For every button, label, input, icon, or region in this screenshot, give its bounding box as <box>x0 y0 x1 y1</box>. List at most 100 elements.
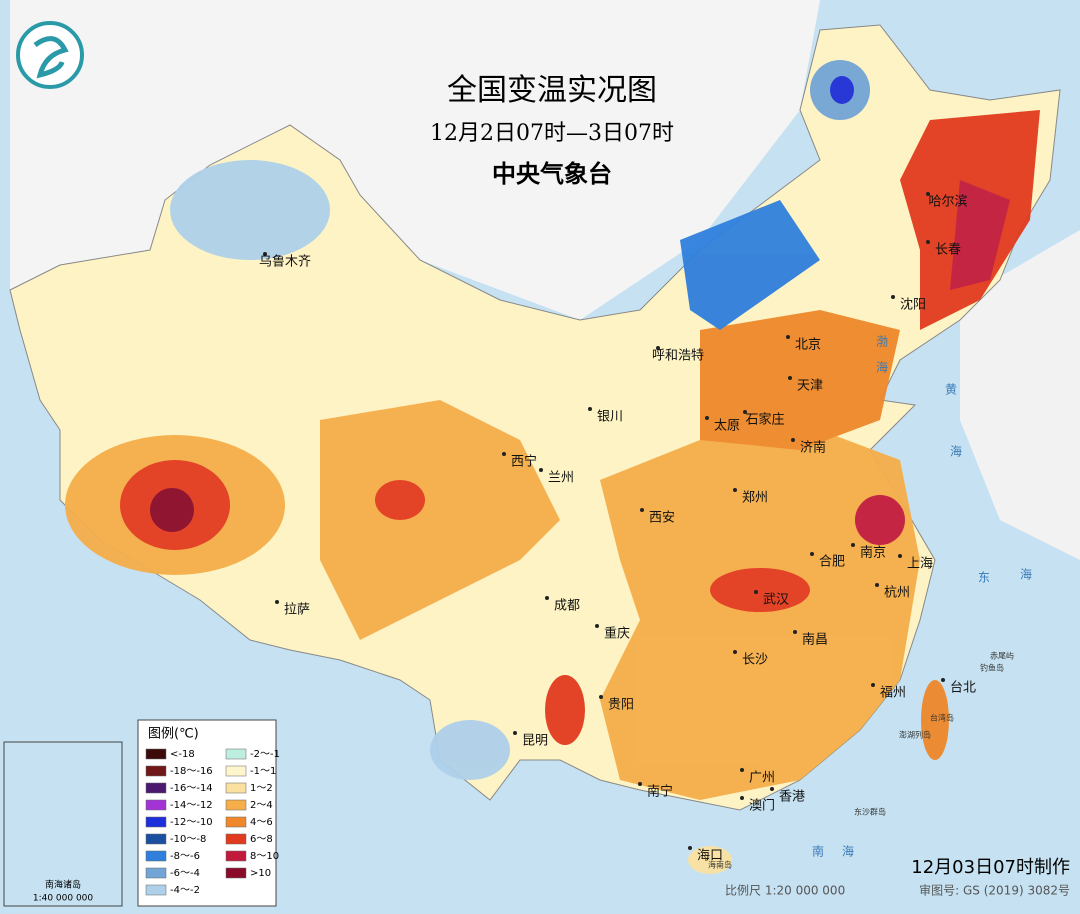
city-dot <box>263 252 267 256</box>
city-dot <box>898 554 902 558</box>
city-dot <box>513 731 517 735</box>
inset-frame <box>3 741 123 907</box>
city-label: 昆明 <box>522 734 548 749</box>
city-dot <box>926 240 930 244</box>
city-label: 台北 <box>950 681 976 696</box>
made-time: 12月03日07时制作 <box>911 857 1070 878</box>
island-label: 赤尾屿 <box>990 652 1014 661</box>
legend-label: -14～-12 <box>170 800 213 811</box>
approval: 审图号: GS (2019) 3082号 <box>919 883 1070 898</box>
legend-swatch <box>145 833 167 845</box>
city-dot <box>588 407 592 411</box>
city-label: 郑州 <box>742 491 768 506</box>
city-dot <box>788 376 792 380</box>
legend-title: 图例(℃) <box>148 727 199 742</box>
city-dot <box>599 695 603 699</box>
legend-swatch <box>225 833 247 845</box>
city-dot <box>705 416 709 420</box>
legend-label: -12～-10 <box>170 817 213 828</box>
city-label: 长春 <box>935 243 961 258</box>
city-label: 广州 <box>749 771 775 786</box>
city-dot <box>891 295 895 299</box>
sea-label: 海 <box>876 360 888 375</box>
sea-label: 东 <box>978 571 990 585</box>
legend-swatch <box>145 850 167 862</box>
legend-swatch <box>225 765 247 777</box>
legend-swatch <box>145 748 167 760</box>
city-dot <box>926 192 930 196</box>
city-label: 成都 <box>554 599 580 614</box>
city-label: 澳门 <box>749 798 775 814</box>
city-dot <box>545 596 549 600</box>
subtitle: 12月2日07时—3日07时 <box>430 121 674 146</box>
city-label: 长沙 <box>742 653 768 668</box>
city-label: 海口 <box>697 849 723 864</box>
island-label: 东沙群岛 <box>854 807 886 817</box>
city-label: 贵阳 <box>608 698 634 713</box>
legend-swatch <box>145 782 167 794</box>
city-dot <box>875 583 879 587</box>
legend-label: 4～6 <box>250 817 273 828</box>
city-label: 天津 <box>797 379 823 394</box>
legend-swatch <box>145 799 167 811</box>
island-label: 钓鱼岛 <box>980 663 1004 673</box>
city-dot <box>539 468 543 472</box>
city-label: 南京 <box>860 545 886 561</box>
city-label: 香港 <box>779 790 805 805</box>
legend-label: -10～-8 <box>170 834 206 845</box>
sea-label: 海 <box>1020 567 1032 582</box>
city-label: 太原 <box>714 419 740 434</box>
sea-label: 海 <box>842 844 854 859</box>
inset-title: 南海诸岛 <box>45 879 81 891</box>
city-label: 哈尔滨 <box>928 194 967 210</box>
legend-label: -1～1 <box>250 766 276 777</box>
legend-label: 2～4 <box>250 800 273 811</box>
sea-label: 海 <box>950 444 962 459</box>
city-label: 福州 <box>880 686 906 701</box>
city-label: 沈阳 <box>900 298 926 313</box>
legend-swatch <box>145 884 167 896</box>
city-dot <box>638 782 642 786</box>
island-label: 海南岛 <box>708 860 732 870</box>
city-dot <box>743 410 747 414</box>
city-dot <box>740 768 744 772</box>
city-dot <box>656 346 660 350</box>
city-label: 北京 <box>795 338 821 353</box>
legend-swatch <box>225 867 247 879</box>
city-dot <box>770 787 774 791</box>
city-label: 呼和浩特 <box>652 349 704 364</box>
legend-swatch <box>225 799 247 811</box>
legend-label: >10 <box>250 868 271 879</box>
sea-label: 渤 <box>876 335 888 349</box>
city-dot <box>851 543 855 547</box>
org: 中央气象台 <box>492 160 612 188</box>
legend-swatch <box>225 748 247 760</box>
city-dot <box>871 683 875 687</box>
logo-mark <box>33 36 69 79</box>
city-label: 银川 <box>597 410 623 425</box>
neighbor-land <box>0 0 820 320</box>
city-label: 上海 <box>907 557 933 572</box>
city-dot <box>786 335 790 339</box>
legend-label: -8～-6 <box>170 851 200 862</box>
city-dot <box>275 600 279 604</box>
city-label: 西安 <box>649 511 675 526</box>
legend-swatch <box>145 867 167 879</box>
sea-label: 黄 <box>945 383 957 397</box>
legend-label: <-18 <box>170 749 195 760</box>
island-label: 台湾岛 <box>930 713 954 723</box>
neighbor-land <box>960 230 1080 560</box>
island-label: 澎湖列岛 <box>899 730 931 740</box>
city-dot <box>595 624 599 628</box>
city-label: 合肥 <box>819 555 845 570</box>
legend-swatch <box>225 816 247 828</box>
city-dot <box>941 678 945 682</box>
city-label: 南昌 <box>802 632 828 648</box>
inset-scale: 1:40 000 000 <box>33 894 94 904</box>
city-dot <box>754 590 758 594</box>
city-dot <box>733 488 737 492</box>
legend-label: 1～2 <box>250 783 273 794</box>
legend-label: -4～-2 <box>170 885 200 896</box>
sea-label: 南 <box>812 844 824 859</box>
